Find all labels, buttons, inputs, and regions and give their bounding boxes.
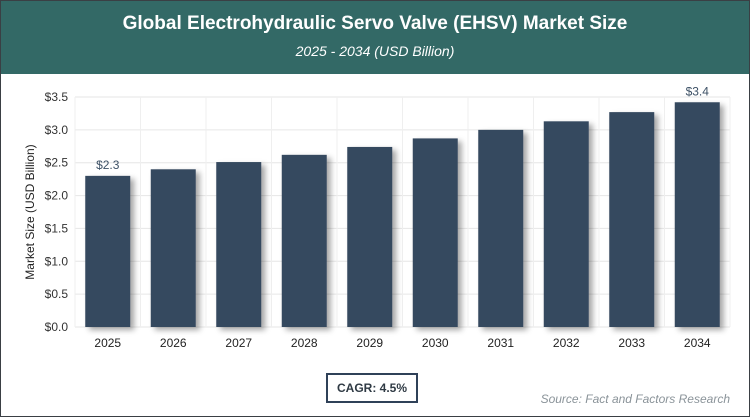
bar-2032 — [543, 121, 589, 327]
x-tick-label: 2028 — [291, 336, 318, 350]
data-label: $3.4 — [686, 84, 710, 98]
chart-title: Global Electrohydraulic Servo Valve (EHS… — [122, 13, 628, 34]
y-axis-label: Market Size (USD Billion) — [23, 144, 37, 279]
bar-2031 — [478, 129, 524, 327]
y-tick-label: $0.5 — [45, 287, 69, 301]
bar-2030 — [412, 138, 458, 327]
bar-2027 — [216, 162, 262, 327]
bar-2033 — [609, 112, 655, 327]
bar-2025 — [85, 175, 131, 327]
y-tick-label: $3.5 — [45, 90, 69, 104]
data-label: $2.3 — [96, 158, 120, 172]
x-tick-label: 2025 — [94, 336, 121, 350]
x-tick-label: 2031 — [487, 336, 514, 350]
y-tick-label: $0.0 — [45, 320, 69, 334]
cagr-badge: CAGR: 4.5% — [326, 373, 418, 403]
y-tick-label: $1.0 — [45, 254, 69, 268]
y-tick-label: $1.5 — [45, 221, 69, 235]
source-note: Source: Fact and Factors Research — [540, 392, 730, 406]
bar-2028 — [281, 154, 327, 327]
x-tick-label: 2030 — [422, 336, 449, 350]
chart-subtitle: 2025 - 2034 (USD Billion) — [295, 43, 455, 59]
x-tick-label: 2034 — [684, 336, 711, 350]
y-tick-label: $2.5 — [45, 156, 69, 170]
bar-2034 — [674, 102, 720, 327]
x-tick-label: 2029 — [356, 336, 383, 350]
x-tick-label: 2027 — [225, 336, 252, 350]
y-tick-label: $3.0 — [45, 123, 69, 137]
bar-2026 — [150, 169, 196, 327]
x-tick-label: 2032 — [553, 336, 580, 350]
x-tick-label: 2026 — [160, 336, 187, 350]
chart-header: Global Electrohydraulic Servo Valve (EHS… — [1, 1, 749, 74]
bar-2029 — [347, 146, 393, 327]
y-tick-label: $2.0 — [45, 189, 69, 203]
x-tick-label: 2033 — [618, 336, 645, 350]
